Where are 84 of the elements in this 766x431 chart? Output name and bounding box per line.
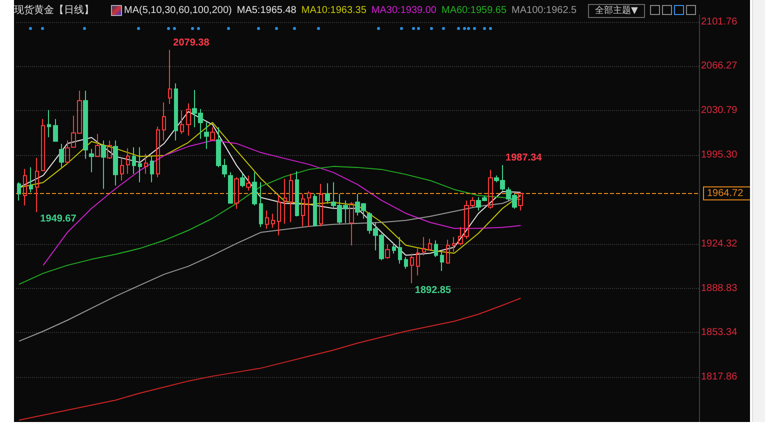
candlestick — [265, 210, 269, 230]
ref-line-label: 1964.72 — [707, 188, 744, 199]
line-series — [18, 196, 522, 342]
candlestick — [120, 158, 124, 181]
candlestick — [252, 172, 257, 206]
annotation: 1892.85 — [414, 284, 452, 296]
annotation: 2079.38 — [173, 37, 210, 48]
annotation: MA(5,10,30,60,100,200) — [124, 4, 232, 16]
candlestick — [204, 122, 209, 150]
candlestick — [434, 240, 438, 258]
line-series — [18, 166, 522, 285]
y-tick-label: 1888.83 — [701, 282, 738, 294]
y-tick-label: 1924.32 — [701, 238, 738, 250]
candlestick — [349, 202, 354, 246]
candlestick — [319, 183, 323, 227]
text: MA30:1939.00 — [371, 4, 436, 16]
candlestick — [162, 102, 166, 142]
candlestick — [150, 155, 154, 183]
y-tick-label: 1817.86 — [701, 372, 738, 383]
candlestick — [518, 192, 523, 211]
candlestick — [29, 166, 33, 193]
candlestick — [35, 157, 39, 213]
candlestick — [410, 253, 414, 284]
text: MA5:1965.48 — [236, 4, 296, 16]
candlestick — [59, 143, 64, 168]
candlestick — [113, 140, 118, 186]
candlestick — [132, 146, 136, 174]
candlestick — [210, 126, 215, 142]
candlestick — [325, 182, 330, 204]
candlestick — [144, 153, 148, 174]
annotation: 1949.67 — [40, 214, 77, 225]
candlestick — [53, 118, 58, 142]
candlestick — [283, 178, 287, 224]
annotation: 1987.34 — [506, 152, 542, 164]
candlestick — [83, 90, 88, 160]
candlestick — [416, 246, 420, 276]
y-tick-label: 2066.27 — [701, 60, 738, 72]
candlestick — [101, 140, 106, 190]
candlestick — [17, 182, 21, 201]
y-tick-label: 2101.76 — [701, 16, 738, 28]
chart-title: 现货黄金【日线】 — [14, 4, 94, 17]
candlestick — [168, 49, 172, 104]
candlestick — [392, 242, 396, 254]
candlestick — [404, 256, 408, 270]
candlestick — [307, 190, 311, 228]
candlestick — [271, 213, 275, 228]
candlestick — [41, 118, 45, 172]
y-tick-label: 2030.79 — [701, 105, 738, 116]
candlestick — [259, 182, 263, 228]
candlestick — [398, 236, 402, 264]
candlestick — [23, 168, 27, 206]
candlestick — [422, 236, 426, 256]
text: MA100:1962.5 — [512, 4, 577, 16]
candlestick — [138, 146, 142, 183]
text: MA60:1959.65 — [441, 4, 507, 16]
line-series — [18, 298, 522, 421]
candlestick — [186, 102, 191, 136]
candlestick — [289, 173, 293, 223]
candlestick — [126, 148, 130, 174]
text: MA10:1963.35 — [301, 4, 366, 16]
candlestick — [156, 126, 160, 178]
candlestick — [234, 176, 239, 210]
candlestick — [277, 194, 281, 236]
candlestick — [440, 252, 444, 272]
candlestick — [246, 175, 251, 191]
candlestick — [295, 170, 299, 217]
candlestick — [107, 140, 112, 160]
candlestick — [452, 236, 456, 253]
candlestick — [228, 172, 233, 204]
candlestick — [180, 110, 184, 134]
candlestick — [301, 193, 305, 227]
candlestick — [95, 133, 100, 158]
candlestick — [89, 148, 94, 173]
y-tick-label: 1995.30 — [701, 150, 738, 161]
annotation: 全部主题▼ — [588, 4, 645, 18]
candlestick — [385, 244, 390, 260]
candlestick — [174, 82, 178, 142]
candlestick — [446, 239, 450, 264]
candlestick — [428, 238, 432, 251]
candlestick — [240, 173, 245, 188]
candlestick — [313, 193, 317, 227]
candlestick — [47, 109, 51, 138]
y-tick-label: 1853.34 — [701, 327, 738, 338]
candlestick — [488, 169, 493, 210]
